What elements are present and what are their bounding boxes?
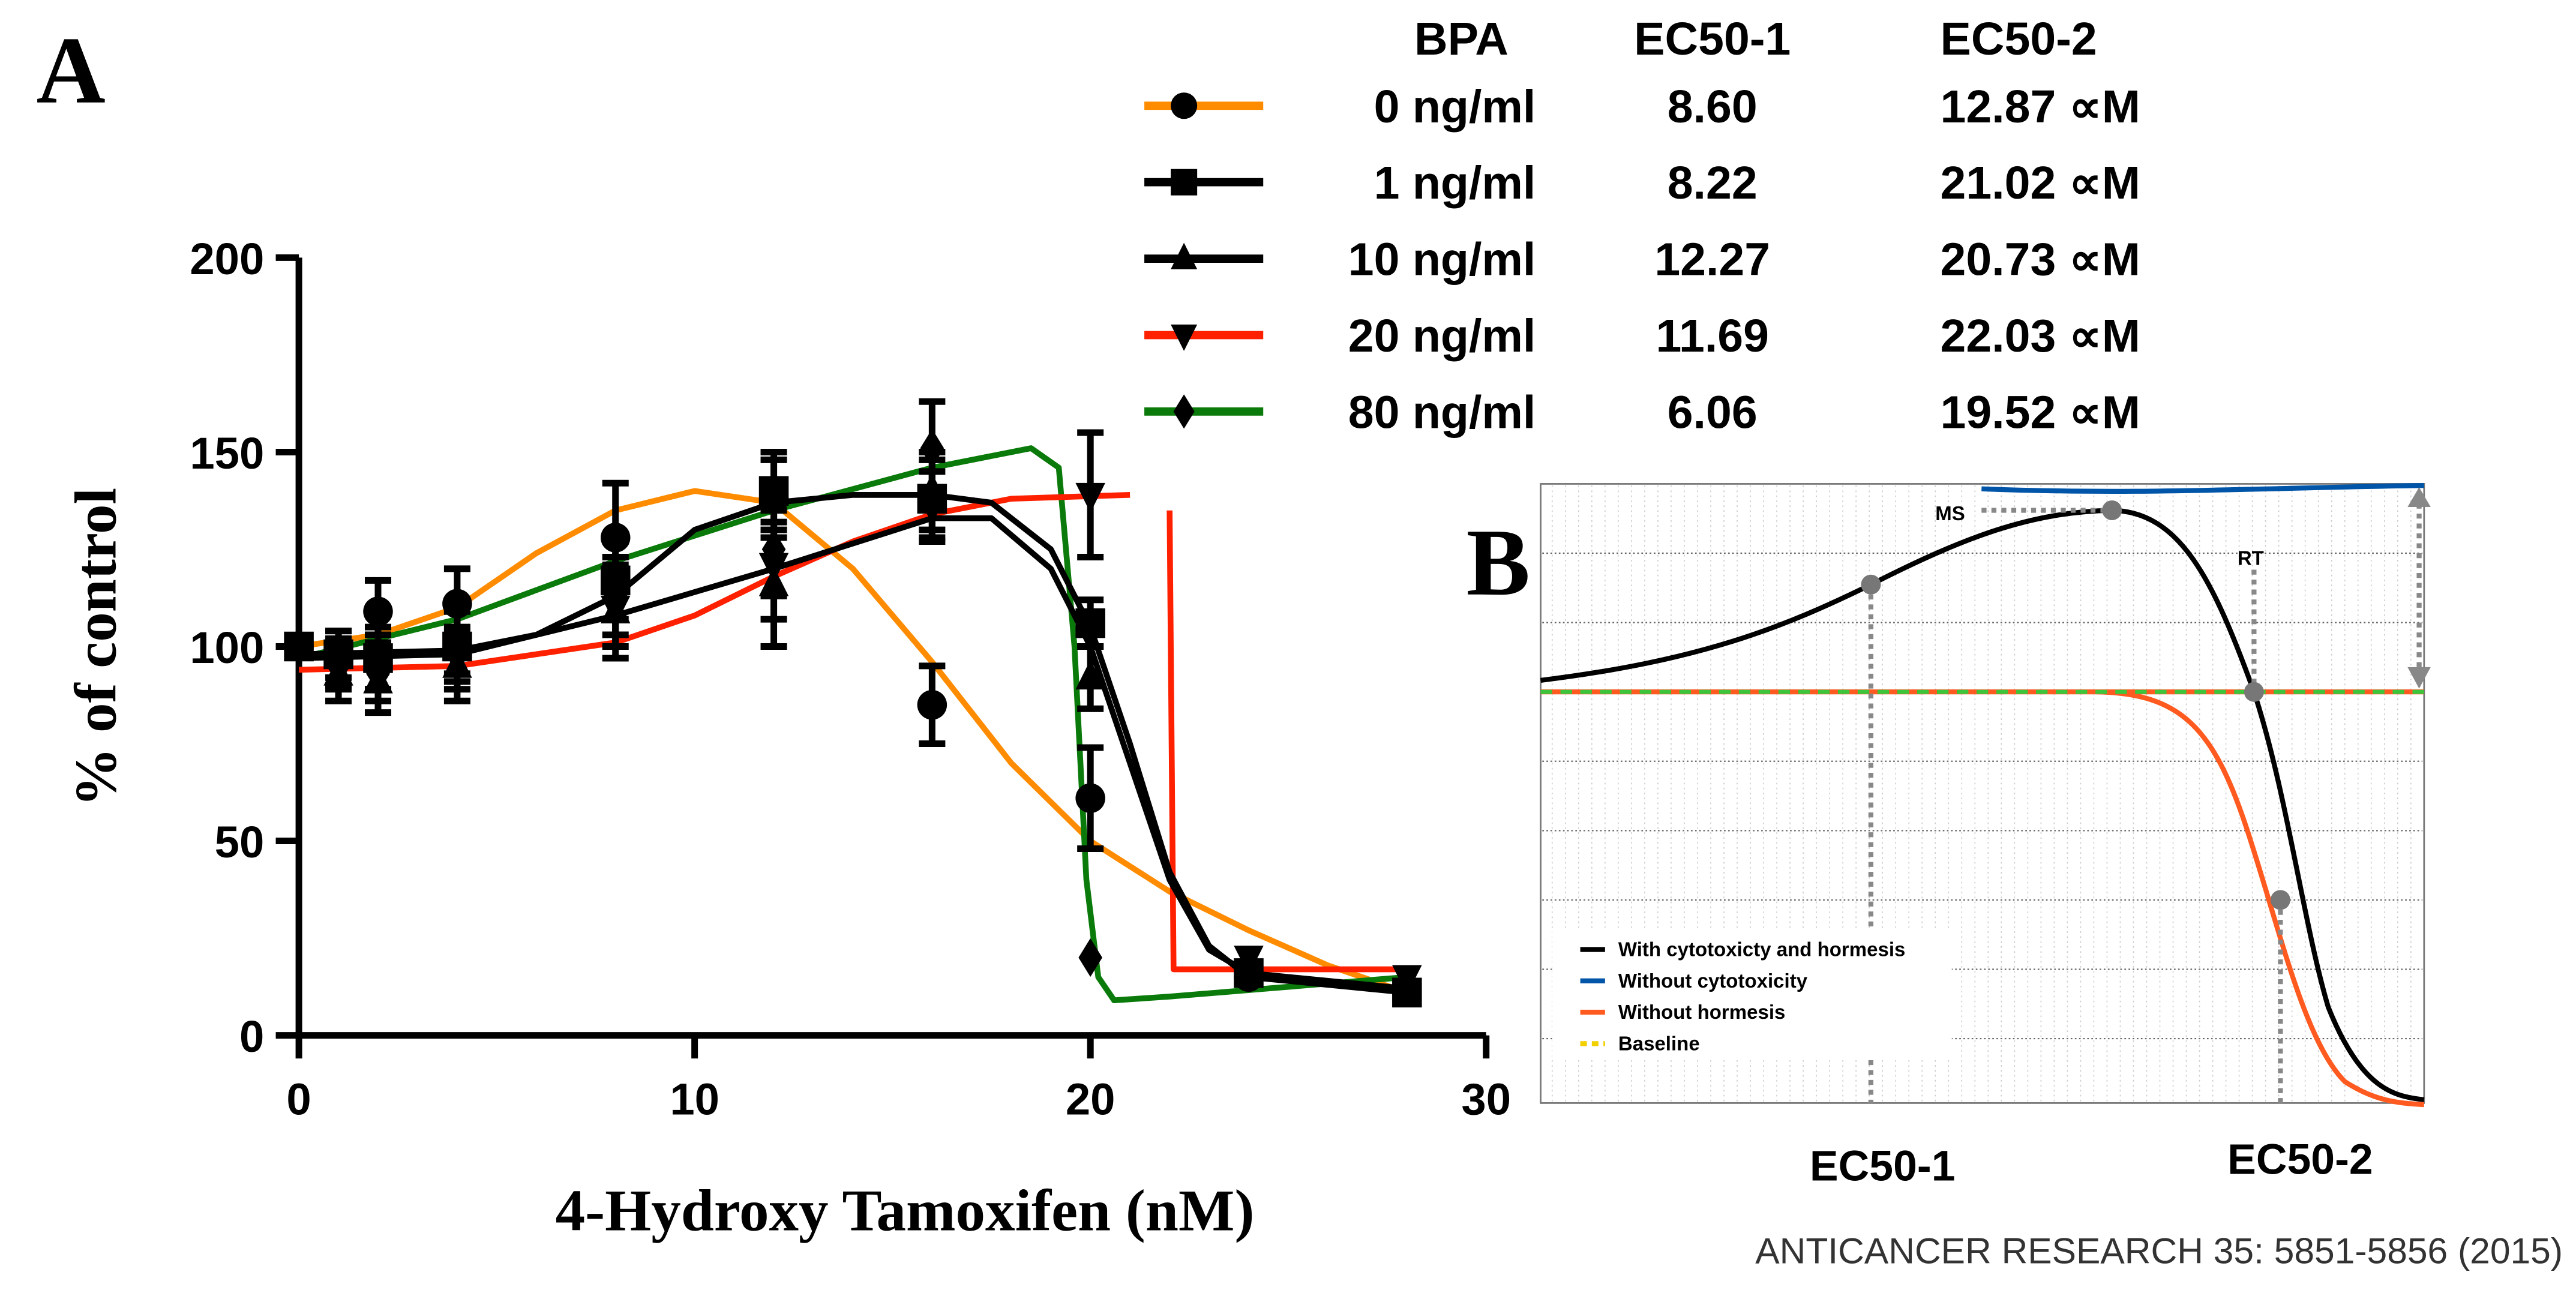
marker-diamond — [287, 627, 311, 666]
x-tick-label: 30 — [1461, 1075, 1511, 1124]
data-point — [363, 577, 393, 646]
x-tick-label: 20 — [1066, 1075, 1115, 1124]
panel-a-chart: 0 50 100 150 200 0 10 20 30 % of control 4-Hydr… — [64, 234, 1511, 1243]
data-point — [325, 639, 352, 693]
data-point — [1078, 938, 1103, 977]
legend-bpa-dose: 80 ng/ml — [1348, 386, 1536, 438]
legend-ec50-1: 8.22 — [1668, 157, 1758, 209]
marker-diamond — [920, 428, 944, 468]
data-point — [1075, 744, 1105, 853]
marker-circle — [600, 523, 631, 553]
x-axis-label: 4-Hydroxy Tamoxifen (nM) — [556, 1178, 1255, 1243]
y-tick-label: 50 — [215, 817, 265, 867]
marker-triangle-down — [1075, 482, 1105, 513]
marker-circle — [363, 596, 393, 626]
y-tick-label: 200 — [190, 234, 264, 284]
rt-label: RT — [2238, 547, 2264, 569]
y-tick-label: 0 — [239, 1012, 264, 1061]
legend-marker-circle — [1171, 92, 1198, 119]
data-point — [919, 398, 946, 499]
ec50-1-axis-label: EC50-1 — [1810, 1142, 1956, 1190]
legend-marker-triangle-down — [1171, 324, 1198, 351]
legend-marker-square — [1171, 169, 1198, 196]
without-hormesis-curve — [2097, 689, 2425, 1108]
legend-ec50-1: 8.60 — [1668, 81, 1758, 133]
marker-diamond — [761, 530, 786, 569]
y-tick-label: 150 — [190, 428, 264, 478]
legend-header-ec50-1: EC50-1 — [1634, 13, 1791, 65]
legend-header-ec50-2: EC50-2 — [1941, 13, 2097, 65]
marker-diamond — [1078, 938, 1103, 977]
legend-ec50-2: 19.52 ∝M — [1941, 386, 2140, 438]
diagram-legend-label: With cytotoxicty and hormesis — [1618, 938, 1906, 960]
data-point — [760, 499, 787, 599]
data-point — [1075, 643, 1105, 712]
legend-ec50-2: 21.02 ∝M — [1941, 157, 2140, 209]
legend-marker-diamond — [1173, 394, 1195, 429]
marker-diamond — [326, 646, 350, 686]
legend-bpa-dose: 20 ng/ml — [1348, 310, 1536, 362]
legend-ec50-1: 6.06 — [1668, 386, 1758, 438]
legend-bpa-dose: 1 ng/ml — [1374, 157, 1536, 209]
panel-label-b: B — [1467, 509, 1530, 616]
ec50-2-axis-label: EC50-2 — [2227, 1136, 2373, 1184]
legend-table: BPA EC50-1 EC50-2 0 ng/ml 8.60 12.87 ∝M 1 n… — [1144, 13, 2140, 438]
with-cytotoxicity-and-hormesis-curve — [1540, 508, 2425, 1103]
ec50-1-point — [1861, 574, 1881, 595]
without-cytotoxicity-curve — [1981, 483, 2424, 494]
legend-ec50-2: 12.87 ∝M — [1941, 81, 2140, 133]
data-point — [364, 643, 392, 704]
diagram-legend-box — [1552, 928, 1952, 1060]
legend-ec50-1: 12.27 — [1654, 234, 1770, 286]
legend-ec50-2: 22.03 ∝M — [1941, 310, 2140, 362]
legend-bpa-dose: 0 ng/ml — [1374, 81, 1536, 133]
y-axis-label: % of control — [64, 488, 129, 807]
data-point — [1075, 429, 1105, 560]
fit-curve-1-ng-ml — [298, 492, 1408, 996]
panel-label-a: A — [37, 17, 106, 124]
data-point — [1395, 965, 1419, 1004]
marker-circle — [917, 689, 947, 720]
rt-point — [2244, 682, 2264, 702]
legend-header-bpa: BPA — [1414, 13, 1509, 65]
data-point — [287, 627, 311, 666]
ec50-2-point — [2270, 890, 2290, 910]
fit-curve-80-ng-ml — [298, 445, 1408, 1004]
marker-diamond — [366, 654, 390, 694]
data-point — [917, 662, 947, 748]
diagram-legend-label: Without cytotoxicity — [1618, 970, 1808, 992]
legend-ec50-2: 20.73 ∝M — [1941, 234, 2140, 286]
marker-diamond — [1237, 953, 1261, 993]
ms-label: MS — [1935, 502, 1965, 524]
marker-circle — [1075, 783, 1105, 814]
panel-b-diagram: MS RT With cytotoxicty and hormesis Witho… — [1540, 483, 2431, 1190]
legend-marker-triangle-up — [1171, 242, 1198, 269]
diagram-legend-label: Without hormesis — [1618, 1001, 1786, 1023]
fit-curve-0-ng-ml — [298, 488, 1408, 995]
legend-bpa-dose: 10 ng/ml — [1348, 234, 1536, 286]
arrow-up-icon — [2407, 487, 2431, 507]
y-tick-label: 100 — [190, 623, 264, 673]
marker-triangle-down — [917, 494, 947, 524]
marker-diamond — [1395, 965, 1419, 1004]
x-tick-label: 10 — [670, 1075, 719, 1124]
diagram-legend-label: Baseline — [1618, 1032, 1700, 1054]
marker-triangle-up — [1075, 659, 1105, 690]
arrow-down-icon — [2407, 667, 2431, 689]
x-tick-label: 0 — [286, 1075, 311, 1124]
ms-point — [2102, 500, 2122, 520]
data-point — [1237, 953, 1261, 993]
marker-square — [1075, 608, 1105, 638]
citation: ANTICANCER RESEARCH 35: 5851-5856 (2015) — [1755, 1230, 2563, 1271]
fit-curve-10-ng-ml — [298, 515, 1408, 992]
legend-ec50-1: 11.69 — [1656, 310, 1769, 362]
